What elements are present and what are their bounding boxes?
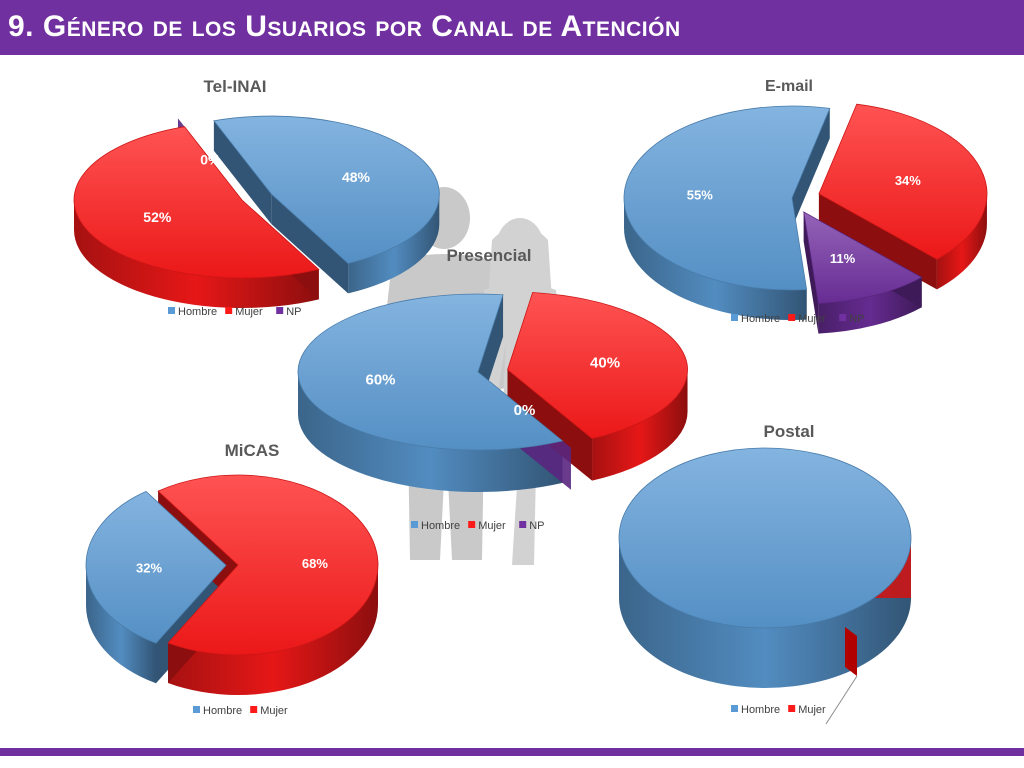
pie-slice-micas-hombre <box>85 490 227 644</box>
legend-label-np: NP <box>849 313 864 325</box>
legend-swatch-mujer <box>250 706 258 713</box>
legend-label-np: NP <box>529 520 544 532</box>
legend-swatch-np <box>839 314 847 321</box>
legend-label-hombre: Hombre <box>421 520 460 532</box>
legend-swatch-mujer <box>468 521 476 528</box>
data-label-presencial-np: 0% <box>514 402 536 419</box>
pie-cut-email-mujer <box>818 193 937 290</box>
pie-side-tel-inai-mujer <box>74 200 319 309</box>
pie-side-tel-inai-hombre <box>348 194 440 294</box>
chart-title-presencial: Presencial <box>446 246 531 265</box>
pie-chart-tel-inai: 48% 52% 0% Tel-INAI Hombre Mujer NP <box>73 77 440 318</box>
legend-swatch-hombre <box>411 521 418 528</box>
pie-slice-micas-mujer <box>157 474 379 656</box>
legend-label-hombre: Hombre <box>203 705 242 717</box>
pie-slice-postal-mujer-sliver <box>845 627 857 676</box>
pie-chart-postal: Postal Hombre Mujer <box>618 422 912 725</box>
pie-side-presencial-hombre <box>298 372 563 492</box>
legend-label-mujer: Mujer <box>235 306 263 318</box>
legend-label-hombre: Hombre <box>741 704 780 716</box>
chart-title-tel-inai: Tel-INAI <box>204 77 267 96</box>
pie-chart-email: 55% 34% 11% E-mail Hombre Mujer NP <box>623 78 988 334</box>
legend-presencial: Hombre Mujer NP <box>411 520 544 532</box>
pie-slice-tel-inai-hombre <box>213 115 440 264</box>
data-label-email-np: 11% <box>830 251 856 266</box>
legend-swatch-mujer <box>788 705 796 712</box>
legend-label-hombre: Hombre <box>178 306 217 318</box>
chart-title-email: E-mail <box>765 78 813 95</box>
pie-cut-email-hombre <box>792 108 830 228</box>
legend-swatch-hombre <box>731 314 738 321</box>
bottom-bar <box>0 748 1024 756</box>
pie-side-micas-mujer <box>168 565 378 695</box>
pie-slice-email-mujer <box>818 103 988 260</box>
legend-swatch-hombre <box>168 307 175 314</box>
pie-slice-tel-inai-mujer <box>73 126 320 279</box>
legend-swatch-mujer <box>225 307 233 314</box>
legend-swatch-hombre <box>193 706 200 713</box>
pie-chart-micas: 32% 68% MiCAS Hombre Mujer <box>85 441 379 717</box>
legend-label-hombre: Hombre <box>741 313 780 325</box>
legend-email: Hombre Mujer NP <box>731 313 864 325</box>
pie-side-postal-hombre <box>619 538 911 688</box>
pie-cut-tel-inai-hombre <box>271 194 349 294</box>
legend-label-np: NP <box>286 306 301 318</box>
legend-swatch-hombre <box>731 705 738 712</box>
pie-slice-presencial-hombre <box>297 293 564 451</box>
data-label-presencial-hombre: 60% <box>365 371 395 388</box>
legend-label-mujer: Mujer <box>798 313 826 325</box>
pie-cut-tel-inai-hombre <box>213 120 272 225</box>
data-label-micas-hombre: 32% <box>136 560 162 575</box>
legend-micas: Hombre Mujer <box>193 705 288 717</box>
legend-label-mujer: Mujer <box>260 705 288 717</box>
data-label-email-mujer: 34% <box>895 173 921 188</box>
data-label-presencial-mujer: 40% <box>590 354 620 371</box>
pie-slice-presencial-mujer <box>507 292 688 440</box>
data-label-tel-inai-np: 0% <box>200 152 221 168</box>
legend-postal: Hombre Mujer <box>731 704 826 716</box>
legend-swatch-np <box>519 521 527 528</box>
legend-swatch-mujer <box>788 314 796 321</box>
data-label-email-hombre: 55% <box>687 187 713 202</box>
pie-slice-email-np <box>803 211 923 304</box>
chart-title-postal: Postal <box>763 422 814 441</box>
title-bar: 9. Género de los Usuarios por Canal de A… <box>0 0 1024 55</box>
pie-cut-email-np <box>803 211 819 334</box>
pie-side-email-mujer <box>936 193 987 290</box>
data-label-tel-inai-mujer: 52% <box>143 209 172 225</box>
leader-line <box>825 675 858 725</box>
pie-side-email-hombre <box>624 198 807 320</box>
pie-side-micas-hombre <box>86 565 157 684</box>
chart-title-micas: MiCAS <box>225 441 280 460</box>
legend-swatch-np <box>276 307 284 314</box>
pie-slice-email-hombre <box>623 105 831 291</box>
pie-slice-postal-hombre <box>618 447 912 629</box>
pie-side-presencial-mujer <box>592 369 688 481</box>
data-label-micas-mujer: 68% <box>302 556 328 571</box>
legend-label-mujer: Mujer <box>798 704 826 716</box>
legend-label-mujer: Mujer <box>478 520 506 532</box>
slide-title: 9. Género de los Usuarios por Canal de A… <box>8 10 681 43</box>
legend-tel-inai: Hombre Mujer NP <box>168 306 301 318</box>
data-label-tel-inai-hombre: 48% <box>342 169 371 185</box>
pie-chart-presencial: 60% 40% 0% Presencial Hombre Mujer NP <box>297 246 688 532</box>
